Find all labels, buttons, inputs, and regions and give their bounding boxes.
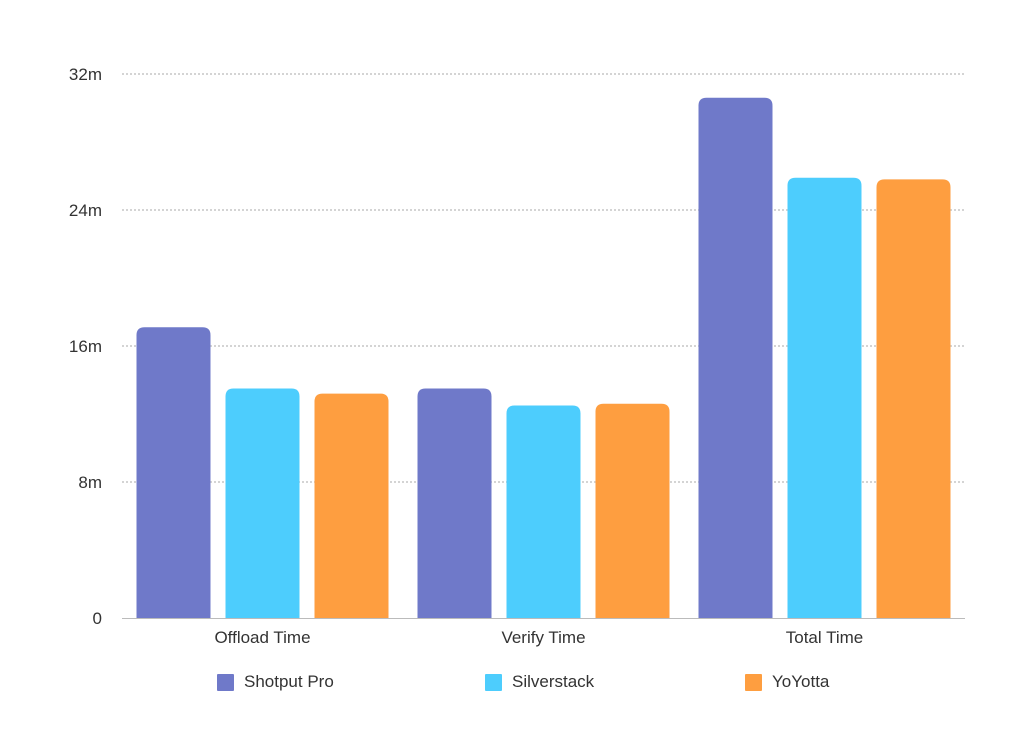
bar-silverstack: [787, 177, 862, 618]
legend-label: Shotput Pro: [244, 672, 334, 691]
legend-item: YoYotta: [745, 672, 829, 692]
legend-swatch: [217, 673, 234, 691]
x-tick-label: Offload Time: [214, 628, 310, 647]
bar-shotput-pro: [698, 97, 773, 619]
legend-label: Silverstack: [512, 672, 595, 691]
bar-silverstack: [225, 388, 300, 618]
bar-yoyotta: [595, 403, 670, 618]
y-tick-label: 0: [93, 609, 102, 628]
bar-shotput-pro: [417, 388, 492, 618]
bar-silverstack: [506, 405, 581, 618]
bar-shotput-pro: [136, 327, 211, 618]
y-tick-label: 16m: [69, 337, 102, 356]
x-tick-label: Verify Time: [501, 628, 585, 647]
bar-chart: 0 8m 16m 24m 32m Offload Time Verify Time Total…: [69, 65, 965, 647]
x-tick-label: Total Time: [786, 628, 863, 647]
y-tick-label: 32m: [69, 65, 102, 84]
legend-label: YoYotta: [772, 672, 830, 691]
legend-swatch: [485, 673, 502, 691]
legend: Shotput Pro Silverstack YoYotta: [0, 672, 1024, 694]
y-tick-label: 24m: [69, 201, 102, 220]
legend-swatch: [745, 673, 762, 691]
y-tick-label: 8m: [78, 473, 102, 492]
bar-yoyotta: [876, 179, 951, 618]
legend-item: Shotput Pro: [217, 672, 334, 692]
bar-yoyotta: [314, 393, 389, 618]
legend-item: Silverstack: [485, 672, 594, 692]
